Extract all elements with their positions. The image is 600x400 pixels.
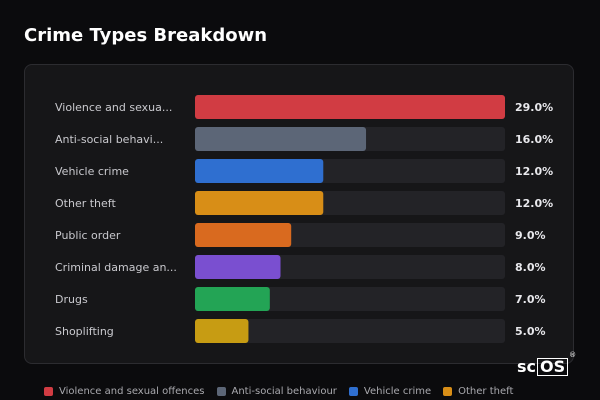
bar[interactable] [195,191,324,215]
legend-label: Anti-social behaviour [231,386,337,397]
value-label: 16.0% [515,133,553,146]
bar[interactable] [195,255,281,279]
bar-track [195,287,505,311]
legend-item[interactable]: Anti-social behaviour [216,386,337,397]
legend-label: Vehicle crime [363,386,432,397]
bar[interactable] [195,159,324,183]
bar[interactable] [195,127,367,151]
logo-registered-mark: ® [569,351,577,359]
bar[interactable] [195,287,270,311]
category-label: Violence and sexua... [55,101,172,114]
bar-track [195,319,505,343]
legend-swatch [44,387,53,396]
legend-swatch [443,387,453,396]
logo-prefix: sc [517,357,537,376]
legend-label: Other theft [458,386,514,397]
value-label: 12.0% [515,197,553,210]
legend-item[interactable]: Vehicle crime [348,386,432,397]
category-label: Shoplifting [55,325,114,338]
legend-swatch [216,387,226,396]
value-label: 29.0% [515,101,553,114]
value-label: 5.0% [515,325,546,338]
category-label: Criminal damage an... [55,261,177,274]
value-label: 12.0% [515,165,553,178]
value-label: 8.0% [515,261,546,274]
legend-item[interactable]: Other theft [443,386,513,397]
category-label: Public order [55,229,121,242]
category-label: Other theft [55,197,116,210]
value-label: 9.0% [515,229,546,242]
brand-logo: sc OS ® [517,351,576,376]
chart-legend: Violence and sexual offences Anti-social … [44,386,525,397]
category-label: Drugs [55,293,88,306]
value-label: 7.0% [515,293,546,306]
bar[interactable] [195,223,292,247]
legend-label: Violence and sexual offences [59,386,205,397]
category-label: Vehicle crime [55,165,129,178]
chart-title: Crime Types Breakdown [24,25,268,46]
legend-item[interactable]: Violence and sexual offences [44,386,205,397]
logo-boxed: OS [537,358,569,376]
bar[interactable] [195,319,249,343]
bar[interactable] [195,95,505,119]
category-label: Anti-social behavi... [55,133,163,146]
legend-swatch [348,387,358,396]
